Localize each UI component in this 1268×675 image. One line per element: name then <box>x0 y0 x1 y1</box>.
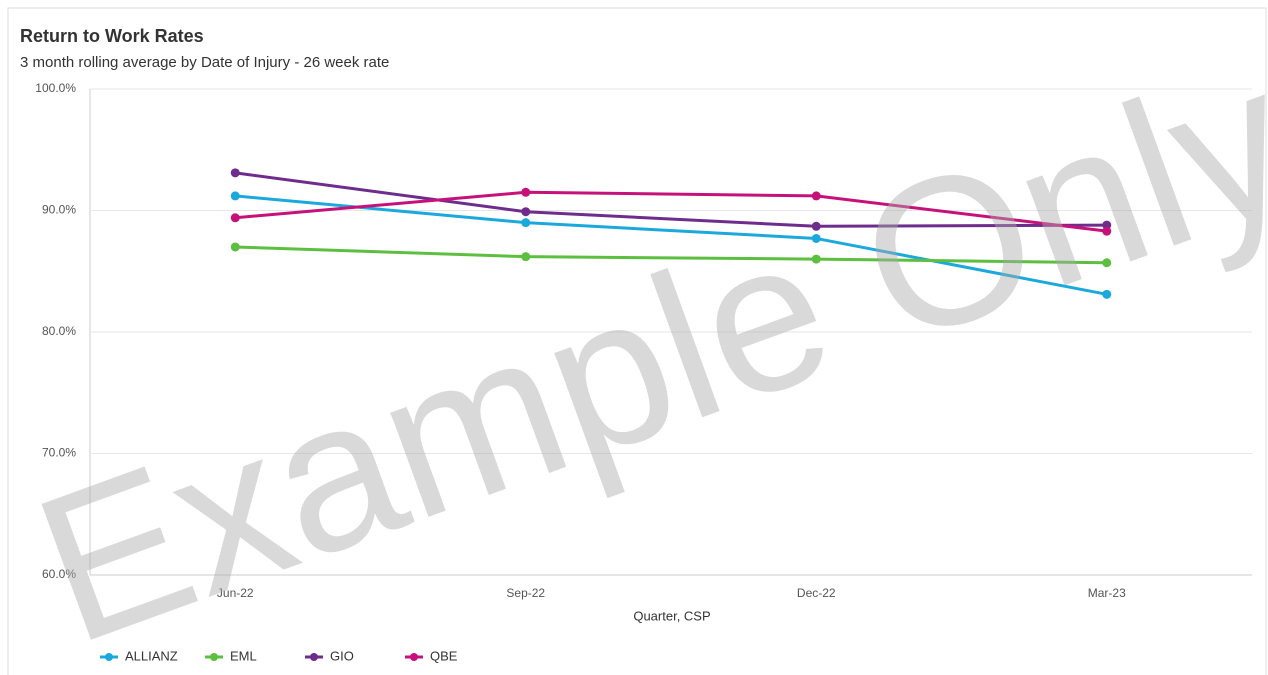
legend-marker <box>410 653 418 661</box>
data-point <box>521 252 531 262</box>
series-line <box>235 171 1107 228</box>
data-point <box>811 191 821 201</box>
legend-marker <box>310 653 318 661</box>
legend-marker <box>105 653 113 661</box>
y-tick-label: 60.0% <box>42 567 76 581</box>
series-line <box>235 194 1108 296</box>
y-tick-label: 70.0% <box>42 446 76 460</box>
data-point <box>521 218 531 228</box>
data-point <box>1102 258 1112 268</box>
x-tick-label: Mar-23 <box>1088 586 1126 600</box>
data-point <box>521 187 531 197</box>
legend-marker <box>210 653 218 661</box>
legend-label: QBE <box>430 648 458 663</box>
data-point <box>230 191 240 201</box>
y-tick-label: 90.0% <box>42 203 76 217</box>
y-tick-label: 80.0% <box>42 324 76 338</box>
x-tick-label: Sep-22 <box>506 586 545 600</box>
series-line <box>235 190 1107 233</box>
data-point <box>1102 226 1112 236</box>
legend-label: EML <box>230 648 257 663</box>
data-point <box>230 213 240 223</box>
data-point <box>811 233 821 243</box>
legend-label: ALLIANZ <box>125 648 178 663</box>
chart-subtitle: 3 month rolling average by Date of Injur… <box>20 54 389 71</box>
card <box>7 7 1267 675</box>
data-point <box>1102 289 1112 299</box>
data-point <box>521 207 531 217</box>
data-point <box>230 168 240 178</box>
x-tick-label: Dec-22 <box>797 586 836 600</box>
y-tick-label: 100.0% <box>35 81 76 95</box>
x-tick-label: Jun-22 <box>217 586 254 600</box>
data-point <box>811 254 821 264</box>
legend-label: GIO <box>330 648 354 663</box>
chart-title: Return to Work Rates <box>20 26 204 46</box>
data-point <box>811 221 821 231</box>
data-point <box>230 242 240 252</box>
series-line <box>235 245 1107 265</box>
x-axis-label: Quarter, CSP <box>633 608 710 623</box>
